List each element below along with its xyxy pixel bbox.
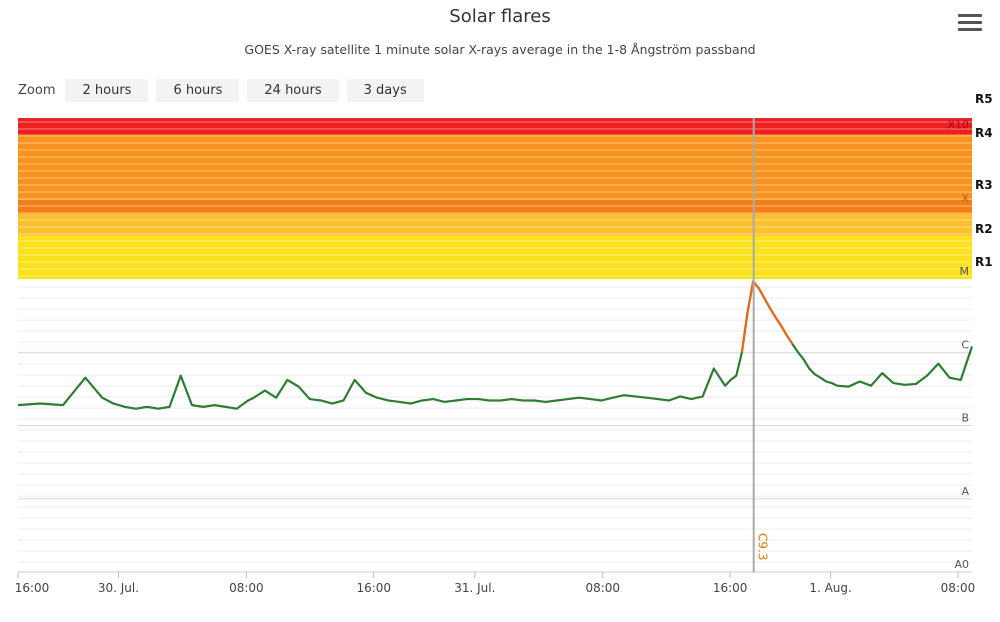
y-class-label: A0 <box>954 558 969 571</box>
alert-band <box>18 199 972 214</box>
radio-blackout-label: R5 <box>975 92 993 106</box>
y-class-label: C <box>961 338 969 351</box>
radio-blackout-label: R1 <box>975 255 993 269</box>
x-tick-label: 16:00 <box>713 581 748 595</box>
menu-icon[interactable] <box>958 14 982 32</box>
x-tick-label: 08:00 <box>229 581 264 595</box>
zoom-6-hours-button[interactable]: 6 hours <box>156 78 240 102</box>
alert-band <box>18 213 972 236</box>
alert-band <box>18 118 972 135</box>
x-tick-label: 1. Aug. <box>809 581 852 595</box>
chart-subtitle: GOES X-ray satellite 1 minute solar X-ra… <box>244 42 756 57</box>
y-class-label: B <box>961 412 969 425</box>
radio-blackout-label: R4 <box>975 126 993 140</box>
zoom-controls: Zoom 2 hours 6 hours 24 hours 3 days <box>18 78 424 102</box>
x-tick-label: 08:00 <box>941 581 976 595</box>
radio-blackout-label: R3 <box>975 178 993 192</box>
y-class-label: A <box>961 485 969 498</box>
chart-title: Solar flares <box>449 6 551 27</box>
x-tick-label: 08:00 <box>585 581 620 595</box>
flare-highlight-line <box>740 280 794 353</box>
zoom-3-days-button[interactable]: 3 days <box>346 78 424 102</box>
x-tick-label: 16:00 <box>15 581 50 595</box>
zoom-label: Zoom <box>18 82 56 98</box>
alert-band <box>18 235 972 280</box>
x-tick-label: 31. Jul. <box>454 581 495 595</box>
xray-flux-line <box>17 280 974 410</box>
y-class-label: X10 <box>947 119 969 132</box>
crosshair-flare-label: C9.3 <box>756 533 770 560</box>
radio-blackout-label: R2 <box>975 222 993 236</box>
x-tick-label: 30. Jul. <box>98 581 139 595</box>
x-tick-label: 16:00 <box>356 581 391 595</box>
alert-band <box>18 134 972 200</box>
zoom-2-hours-button[interactable]: 2 hours <box>65 78 149 102</box>
zoom-24-hours-button[interactable]: 24 hours <box>247 78 339 102</box>
y-class-label: X <box>961 192 969 205</box>
alert-band <box>18 118 972 119</box>
y-class-label: M <box>960 265 970 278</box>
